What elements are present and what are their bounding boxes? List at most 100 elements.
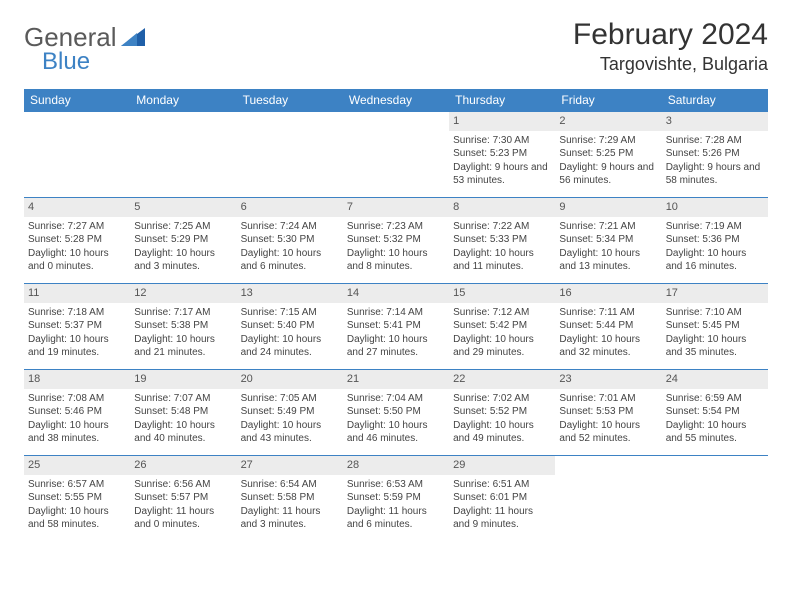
- day-detail-line: Sunset: 5:32 PM: [347, 233, 445, 247]
- day-detail-line: Daylight: 11 hours and 6 minutes.: [347, 505, 445, 532]
- calendar-day-cell: 13Sunrise: 7:15 AMSunset: 5:40 PMDayligh…: [237, 284, 343, 370]
- day-number: 14: [343, 284, 449, 303]
- day-detail-line: Sunset: 5:38 PM: [134, 319, 232, 333]
- weekday-header: Saturday: [662, 89, 768, 112]
- day-detail-line: Sunrise: 7:28 AM: [666, 134, 764, 148]
- day-number: 9: [555, 198, 661, 217]
- day-number: 1: [449, 112, 555, 131]
- calendar-day-cell: 14 Sunrise: 7:14 AMSunset: 5:41 PMDayligh…: [343, 284, 449, 370]
- day-detail-line: Daylight: 10 hours and 27 minutes.: [347, 333, 445, 360]
- day-detail-line: Daylight: 10 hours and 49 minutes.: [453, 419, 551, 446]
- month-title: February 2024: [573, 18, 768, 52]
- logo: General Blue: [24, 18, 147, 74]
- calendar-day-cell: 21Sunrise: 7:04 AMSunset: 5:50 PMDayligh…: [343, 370, 449, 456]
- day-number: 5: [130, 198, 236, 217]
- calendar-day-cell: 6Sunrise: 7:24 AMSunset: 5:30 PMDaylight…: [237, 198, 343, 284]
- day-detail-line: Sunset: 5:49 PM: [241, 405, 339, 419]
- day-detail-line: Daylight: 10 hours and 6 minutes.: [241, 247, 339, 274]
- day-detail-line: Sunrise: 7:05 AM: [241, 392, 339, 406]
- calendar-day-cell: 11Sunrise: 7:18 AMSunset: 5:37 PMDayligh…: [24, 284, 130, 370]
- day-detail-line: Sunset: 5:23 PM: [453, 147, 551, 161]
- day-detail-line: Sunset: 5:29 PM: [134, 233, 232, 247]
- day-detail-line: Sunset: 5:52 PM: [453, 405, 551, 419]
- day-detail-line: Daylight: 11 hours and 3 minutes.: [241, 505, 339, 532]
- calendar-day-cell: 7Sunrise: 7:23 AMSunset: 5:32 PMDaylight…: [343, 198, 449, 284]
- day-number: 18: [24, 370, 130, 389]
- calendar-day-cell: 28 Sunrise: 6:53 AMSunset: 5:59 PMDayligh…: [343, 456, 449, 542]
- calendar-table: SundayMondayTuesdayWednesdayThursdayFrid…: [24, 89, 768, 542]
- calendar-empty-cell: .: [343, 112, 449, 198]
- day-detail-line: Sunset: 5:40 PM: [241, 319, 339, 333]
- day-number: 12: [130, 284, 236, 303]
- calendar-day-cell: 4Sunrise: 7:27 AMSunset: 5:28 PMDaylight…: [24, 198, 130, 284]
- day-detail-line: Sunset: 5:54 PM: [666, 405, 764, 419]
- calendar-week-row: 11Sunrise: 7:18 AMSunset: 5:37 PMDayligh…: [24, 284, 768, 370]
- day-number: 8: [449, 198, 555, 217]
- day-number: 10: [662, 198, 768, 217]
- calendar-empty-cell: .: [130, 112, 236, 198]
- day-detail-line: Sunrise: 7:10 AM: [666, 306, 764, 320]
- calendar-day-cell: 15Sunrise: 7:12 AMSunset: 5:42 PMDayligh…: [449, 284, 555, 370]
- day-number: 27: [237, 456, 343, 475]
- day-detail-line: Sunset: 6:01 PM: [453, 491, 551, 505]
- day-detail-line: Sunset: 5:45 PM: [666, 319, 764, 333]
- day-detail-line: Sunrise: 6:54 AM: [241, 478, 339, 492]
- calendar-day-cell: 9Sunrise: 7:21 AMSunset: 5:34 PMDaylight…: [555, 198, 661, 284]
- day-detail-line: Sunrise: 7:18 AM: [28, 306, 126, 320]
- day-detail-line: Daylight: 10 hours and 38 minutes.: [28, 419, 126, 446]
- day-detail-line: Daylight: 10 hours and 24 minutes.: [241, 333, 339, 360]
- day-detail-line: Daylight: 11 hours and 9 minutes.: [453, 505, 551, 532]
- day-detail-line: Sunset: 5:48 PM: [134, 405, 232, 419]
- calendar-day-cell: 19Sunrise: 7:07 AMSunset: 5:48 PMDayligh…: [130, 370, 236, 456]
- day-detail-line: Daylight: 10 hours and 40 minutes.: [134, 419, 232, 446]
- calendar-week-row: 4Sunrise: 7:27 AMSunset: 5:28 PMDaylight…: [24, 198, 768, 284]
- calendar-header-row: SundayMondayTuesdayWednesdayThursdayFrid…: [24, 89, 768, 112]
- day-detail-line: Sunrise: 7:07 AM: [134, 392, 232, 406]
- day-detail-line: Sunrise: 6:56 AM: [134, 478, 232, 492]
- day-number: 24: [662, 370, 768, 389]
- calendar-day-cell: 2Sunrise: 7:29 AMSunset: 5:25 PMDaylight…: [555, 112, 661, 198]
- page-header: General Blue February 2024 Targovishte, …: [24, 18, 768, 75]
- day-detail-line: Sunrise: 7:01 AM: [559, 392, 657, 406]
- day-detail-line: Sunrise: 6:51 AM: [453, 478, 551, 492]
- day-detail-line: Sunrise: 7:12 AM: [453, 306, 551, 320]
- day-number: 23: [555, 370, 661, 389]
- calendar-empty-cell: .: [24, 112, 130, 198]
- day-detail-line: Daylight: 9 hours and 53 minutes.: [453, 161, 551, 188]
- day-detail-line: Sunrise: 7:27 AM: [28, 220, 126, 234]
- calendar-day-cell: 29Sunrise: 6:51 AMSunset: 6:01 PMDayligh…: [449, 456, 555, 542]
- day-number: 2: [555, 112, 661, 131]
- day-detail-line: Sunset: 5:28 PM: [28, 233, 126, 247]
- day-number: 25: [24, 456, 130, 475]
- day-detail-line: Sunrise: 7:29 AM: [559, 134, 657, 148]
- day-detail-line: Daylight: 10 hours and 13 minutes.: [559, 247, 657, 274]
- calendar-day-cell: 10Sunrise: 7:19 AMSunset: 5:36 PMDayligh…: [662, 198, 768, 284]
- day-number: 28: [343, 456, 449, 475]
- calendar-day-cell: 8Sunrise: 7:22 AMSunset: 5:33 PMDaylight…: [449, 198, 555, 284]
- day-number: 16: [555, 284, 661, 303]
- day-detail-line: Daylight: 9 hours and 58 minutes.: [666, 161, 764, 188]
- calendar-day-cell: 18Sunrise: 7:08 AMSunset: 5:46 PMDayligh…: [24, 370, 130, 456]
- day-detail-line: Sunrise: 7:22 AM: [453, 220, 551, 234]
- day-detail-line: Sunset: 5:59 PM: [347, 491, 445, 505]
- day-detail-line: Sunrise: 7:11 AM: [559, 306, 657, 320]
- day-detail-line: Sunset: 5:42 PM: [453, 319, 551, 333]
- day-number: 13: [237, 284, 343, 303]
- day-detail-line: Sunset: 5:30 PM: [241, 233, 339, 247]
- day-detail-line: Sunrise: 7:08 AM: [28, 392, 126, 406]
- day-detail-line: Sunrise: 6:53 AM: [347, 478, 445, 492]
- day-number: 21: [343, 370, 449, 389]
- day-detail-line: Sunrise: 7:24 AM: [241, 220, 339, 234]
- day-detail-line: Sunset: 5:41 PM: [347, 319, 445, 333]
- calendar-day-cell: 12Sunrise: 7:17 AMSunset: 5:38 PMDayligh…: [130, 284, 236, 370]
- day-number: 22: [449, 370, 555, 389]
- day-detail-line: Sunrise: 7:14 AM: [347, 306, 445, 320]
- logo-sail-icon: [119, 26, 147, 48]
- calendar-day-cell: 1Sunrise: 7:30 AMSunset: 5:23 PMDaylight…: [449, 112, 555, 198]
- day-detail-line: Sunset: 5:36 PM: [666, 233, 764, 247]
- day-detail-line: Daylight: 9 hours and 56 minutes.: [559, 161, 657, 188]
- calendar-day-cell: 3Sunrise: 7:28 AMSunset: 5:26 PMDaylight…: [662, 112, 768, 198]
- day-number: 20: [237, 370, 343, 389]
- calendar-empty-cell: .: [555, 456, 661, 542]
- day-number: 17: [662, 284, 768, 303]
